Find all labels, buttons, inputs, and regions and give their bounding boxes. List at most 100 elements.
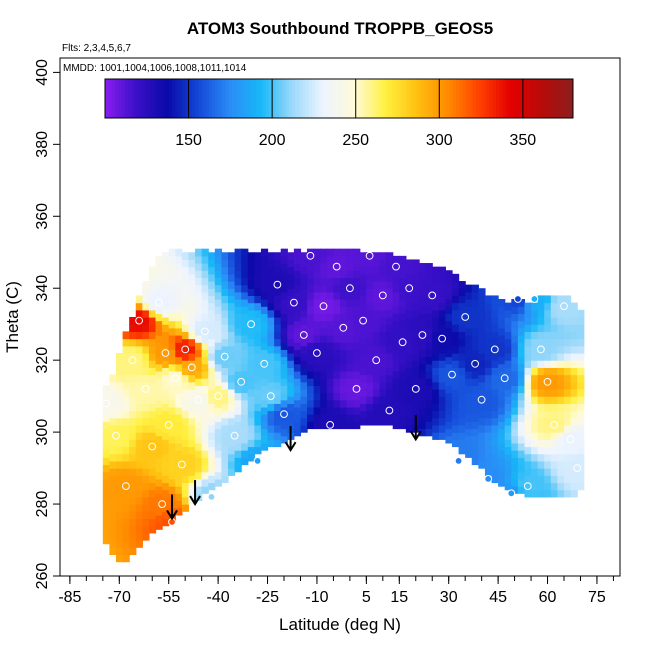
heatmap-cell [484, 331, 493, 340]
heatmap-cell [320, 270, 328, 279]
heatmap-cell [412, 410, 420, 419]
heatmap-cell [366, 281, 374, 289]
colorbar-segment [499, 79, 504, 118]
colorbar-segment [385, 79, 390, 118]
heatmap-cell [445, 342, 453, 350]
heatmap-cell [300, 273, 308, 282]
dates-note: MMDD: 1001,1004,1006,1008,1011,1014 [63, 63, 247, 74]
heatmap-cell [478, 410, 486, 419]
heatmap-cell [478, 446, 486, 455]
heatmap-cell [484, 460, 493, 469]
heatmap-cell [300, 288, 308, 297]
heatmap-cell [280, 291, 288, 300]
heatmap-cell [260, 291, 269, 300]
heatmap-cell [162, 489, 170, 498]
heatmap-cell [148, 317, 157, 325]
colorbar-segment [121, 79, 126, 118]
heatmap-cell [557, 374, 565, 383]
heatmap-cell [412, 367, 420, 376]
colorbar-segment [529, 79, 534, 118]
heatmap-cell [181, 374, 190, 383]
heatmap-cell [293, 392, 302, 401]
heatmap-cell [346, 313, 354, 322]
heatmap-cell [135, 525, 143, 534]
heatmap-cell [419, 370, 427, 379]
heatmap-cell [478, 417, 486, 426]
heatmap-cell [155, 478, 163, 487]
heatmap-cell [465, 370, 473, 379]
heatmap-cell [254, 266, 262, 275]
colorbar-segment [215, 79, 220, 118]
colorbar-segment [526, 79, 531, 118]
heatmap-cell [537, 446, 545, 455]
heatmap-cell [511, 414, 519, 422]
heatmap-cell [458, 317, 466, 325]
heatmap-cell [135, 446, 143, 455]
chart-title: ATOM3 Southbound TROPPB_GEOS5 [187, 19, 493, 38]
heatmap-cell [550, 403, 559, 412]
heatmap-cell [228, 453, 236, 462]
heatmap-cell [484, 367, 493, 376]
heatmap-cell [142, 511, 150, 520]
heatmap-cell [228, 273, 236, 282]
heatmap-cell [531, 302, 539, 311]
observation-point [214, 392, 223, 401]
heatmap-cell [155, 306, 163, 314]
observation-point [346, 284, 354, 293]
heatmap-cell [300, 367, 308, 376]
heatmap-cell [122, 360, 130, 368]
heatmap-cell [372, 374, 381, 383]
heatmap-cell [504, 453, 512, 462]
heatmap-cell [452, 345, 460, 354]
colorbar-segment [395, 79, 400, 118]
heatmap-cell [458, 396, 466, 404]
heatmap-cell [162, 453, 170, 462]
heatmap-cell [425, 428, 433, 437]
heatmap-cell [478, 352, 486, 361]
heatmap-cell [129, 381, 137, 390]
heatmap-cell [260, 428, 269, 437]
heatmap-cell [333, 334, 341, 343]
heatmap-cell [399, 320, 407, 329]
heatmap-cell [550, 367, 559, 376]
heatmap-cell [577, 388, 585, 397]
heatmap-cell [201, 442, 209, 451]
heatmap-cell [221, 453, 229, 462]
observation-point [266, 392, 275, 401]
heatmap-cell [458, 403, 466, 412]
colorbar-segment [466, 79, 470, 118]
colorbar-segment [135, 79, 139, 118]
heatmap-cell [544, 475, 552, 484]
heatmap-cell [234, 334, 242, 343]
heatmap-cell [208, 324, 216, 332]
heatmap-cell [386, 345, 394, 354]
heatmap-cell [300, 396, 308, 404]
heatmap-cell [260, 378, 269, 386]
heatmap-cell [129, 482, 137, 491]
colorbar-segment [355, 79, 360, 118]
heatmap-cell [175, 435, 183, 444]
heatmap-cell [267, 317, 275, 325]
heatmap-cell [504, 309, 512, 318]
heatmap-cell [260, 342, 269, 350]
heatmap-cell [274, 259, 282, 268]
heatmap-cell [188, 388, 196, 397]
heatmap-cell [135, 324, 143, 332]
heatmap-cell [320, 349, 328, 358]
heatmap-cell [550, 410, 559, 419]
heatmap-cell [142, 345, 150, 354]
heatmap-cell [524, 324, 532, 332]
heatmap-cell [201, 342, 209, 350]
heatmap-cell [359, 309, 367, 318]
heatmap-cell [353, 363, 361, 372]
observation-point [230, 431, 239, 440]
observation-point [290, 298, 298, 307]
heatmap-cell [399, 291, 407, 300]
heatmap-cell [531, 374, 539, 383]
heatmap-cell [458, 295, 466, 304]
heatmap-cell [241, 248, 249, 257]
heatmap-cell [122, 439, 130, 448]
heatmap-cell [254, 345, 262, 354]
heatmap-cell [366, 338, 374, 347]
heatmap-cell [228, 324, 236, 332]
